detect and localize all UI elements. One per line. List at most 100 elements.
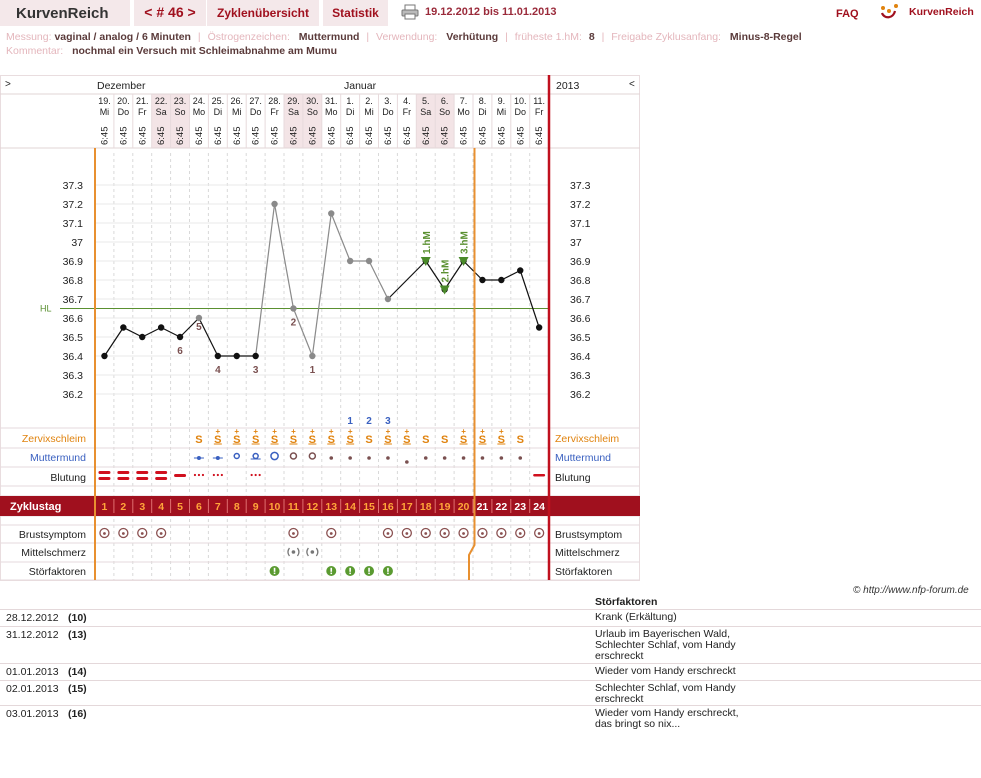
temp-point	[101, 352, 108, 360]
weekday-label: So	[175, 107, 186, 117]
cycle-day-number: 1	[102, 501, 108, 513]
measure-time: 6:45	[137, 127, 148, 146]
cycle-nav[interactable]: < # 46 >	[134, 0, 206, 26]
cervix-dot	[367, 456, 371, 460]
y-tick-left: 36.8	[63, 275, 84, 287]
temp-point	[195, 314, 203, 322]
separator: |	[505, 31, 508, 43]
midpain-arc	[296, 547, 300, 557]
midpain-dot	[291, 550, 296, 554]
tab-statistics[interactable]: Statistik	[323, 0, 388, 26]
bleeding-bar	[155, 471, 168, 474]
disturb-icon-mark	[368, 567, 370, 572]
y-tick-right: 36.3	[570, 370, 591, 382]
y-tick-right: 36.4	[570, 351, 591, 363]
count-label: 2	[366, 416, 372, 427]
temp-point	[346, 257, 354, 265]
disturb-icon-mark	[368, 572, 370, 575]
breast-symbol-dot	[462, 532, 465, 535]
spotting-dot	[216, 473, 219, 477]
disturb-icon-mark	[330, 567, 333, 572]
y-tick-right: 37.2	[570, 199, 591, 211]
weekday-label: Mi	[364, 107, 374, 117]
cycle-day-number: 14	[344, 501, 356, 513]
measure-time: 6:45	[175, 127, 186, 146]
weekday-label: Do	[382, 107, 394, 117]
measure-time: 6:45	[232, 127, 243, 146]
year-label: 2013	[556, 80, 580, 92]
breast-symbol	[439, 527, 450, 539]
tab-cycle-overview[interactable]: Zyklenübersicht	[207, 0, 319, 26]
day-number: 21.	[136, 96, 149, 106]
mucus-symbol: S	[479, 434, 486, 446]
measure-time: 6:45	[288, 127, 299, 146]
printer-icon[interactable]	[401, 4, 419, 20]
faq-link[interactable]: FAQ	[836, 8, 859, 20]
temp-point	[233, 352, 240, 360]
row-label-breast: Brustsymptom	[19, 529, 86, 541]
count-label: 3	[385, 416, 391, 427]
cycle-day-number: 11	[288, 501, 299, 513]
count-label: 1	[347, 416, 353, 427]
app-title[interactable]: KurvenReich	[0, 0, 130, 26]
breast-symbol-dot	[121, 532, 125, 535]
cycle-day-number: 18	[420, 501, 432, 513]
cycle-day-number: 13	[325, 501, 337, 513]
mucus-plus: +	[272, 427, 277, 436]
breast-symbol-dot	[103, 532, 106, 535]
y-tick-right: 36.9	[570, 256, 591, 268]
temp-segment	[179, 317, 200, 338]
mucus-plus: +	[329, 427, 334, 436]
brand-name[interactable]: KurvenReich	[909, 6, 974, 18]
measure-time: 6:45	[364, 127, 375, 146]
weekday-label: Fr	[138, 107, 147, 117]
note-text: Wieder vom Handy erschreckt, das bringt …	[595, 707, 739, 730]
weekday-label: Sa	[156, 107, 167, 117]
row-label-cervix: Zervixschleim	[22, 433, 86, 445]
weekend-shade	[151, 94, 171, 148]
day-number: 4.	[403, 96, 411, 106]
spotting-dot	[254, 473, 257, 477]
day-number: 30.	[306, 96, 319, 106]
mucus-symbol: S	[384, 434, 391, 446]
temp-point	[214, 352, 222, 360]
cervix-circle	[233, 452, 240, 460]
bleeding-bar	[98, 477, 111, 480]
breast-symbol	[118, 527, 129, 539]
weekday-label: So	[439, 107, 450, 117]
mucus-symbol: S	[365, 434, 372, 446]
day-number: 11.	[533, 96, 545, 106]
notes-title: Störfaktoren	[595, 596, 658, 608]
mucus-plus: +	[405, 427, 410, 436]
y-tick-left: 36.3	[63, 370, 84, 382]
day-number: 31.	[325, 96, 338, 106]
breast-symbol	[137, 527, 148, 539]
breast-symbol	[401, 527, 413, 539]
measure-time: 6:45	[440, 127, 451, 146]
brand-logo-icon[interactable]	[879, 3, 981, 21]
cervix-circle	[289, 452, 298, 460]
temp-point	[535, 324, 543, 331]
temp-segment	[368, 260, 389, 300]
mucus-symbol: S	[403, 434, 410, 446]
bleeding-bar	[174, 474, 187, 477]
breast-symbol-dot	[386, 532, 390, 535]
breast-symbol	[420, 527, 431, 539]
estrogen-value: Muttermund	[298, 31, 360, 43]
mucus-plus: +	[291, 427, 296, 436]
note-text: Wieder vom Handy erschreckt	[595, 665, 736, 677]
temp-segment	[103, 327, 124, 357]
note-day: (16)	[68, 708, 87, 720]
mucus-symbol: S	[214, 434, 221, 446]
weekend-shade	[302, 94, 322, 148]
day-number: 6.	[441, 96, 449, 106]
comment-label: Kommentar:	[6, 45, 64, 57]
mucus-symbol: S	[290, 434, 297, 446]
weekday-label: Di	[478, 107, 487, 117]
estrogen-label: Östrogenzeichen:	[207, 31, 290, 43]
weekend-shade	[435, 94, 455, 148]
high-label: 3.hM	[460, 231, 471, 254]
breast-symbol-dot	[159, 532, 163, 535]
disturb-icon-mark	[349, 572, 351, 575]
use-label: Verwendung:	[376, 31, 438, 43]
